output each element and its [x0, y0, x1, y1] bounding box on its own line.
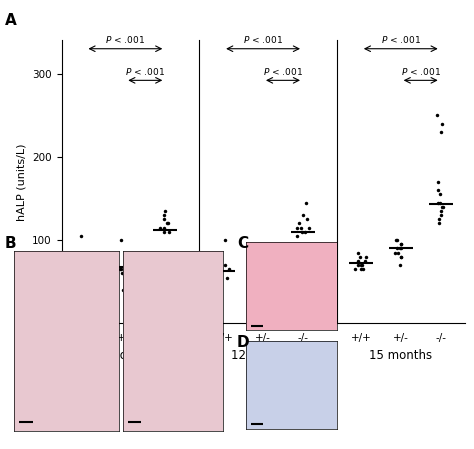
Text: A: A — [5, 13, 17, 28]
X-axis label: 6 months: 6 months — [98, 348, 153, 361]
Text: D: D — [237, 335, 250, 349]
Text: $\it{P}$ < .001: $\it{P}$ < .001 — [105, 35, 146, 45]
X-axis label: 15 months: 15 months — [369, 348, 432, 361]
X-axis label: 12 months: 12 months — [231, 348, 295, 361]
Text: $\it{P}$ < .001: $\it{P}$ < .001 — [243, 35, 283, 45]
Y-axis label: hALP (units/L): hALP (units/L) — [17, 143, 27, 220]
Text: B: B — [5, 236, 17, 251]
Text: $\it{P}$ < .001: $\it{P}$ < .001 — [125, 66, 165, 77]
Text: $\it{P}$ < .001: $\it{P}$ < .001 — [381, 35, 421, 45]
Text: C: C — [237, 236, 248, 251]
Text: $\it{P}$ < .001: $\it{P}$ < .001 — [263, 66, 303, 77]
Text: $\it{P}$ < .001: $\it{P}$ < .001 — [401, 66, 441, 77]
